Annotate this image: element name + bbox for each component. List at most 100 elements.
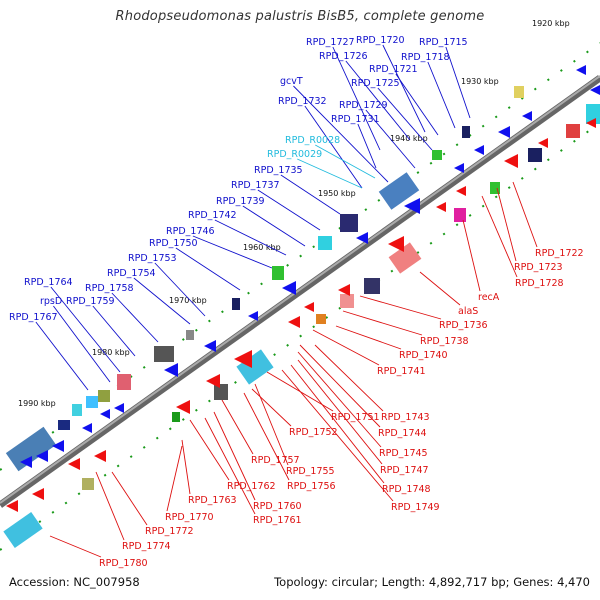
- forward-gene-label[interactable]: RPD_1753: [128, 253, 177, 264]
- reverse-gene-label[interactable]: RPD_1770: [165, 512, 214, 523]
- kbp-tick-label: 1990 kbp: [18, 399, 56, 408]
- forward-gene-leader-line: [214, 219, 287, 256]
- gene-block: [340, 294, 354, 308]
- reverse-gene-label[interactable]: alaS: [458, 306, 478, 317]
- forward-gene-label[interactable]: RPD_1739: [216, 196, 265, 207]
- reverse-gene-label[interactable]: RPD_1751: [331, 412, 380, 423]
- reverse-gene-label[interactable]: RPD_1752: [289, 427, 338, 438]
- forward-gene-leader-line: [427, 61, 456, 129]
- forward-gene-label[interactable]: RPD_1742: [188, 210, 237, 221]
- forward-gene-label[interactable]: RPD_1721: [369, 64, 418, 75]
- reverse-gene-label[interactable]: RPD_1755: [286, 466, 335, 477]
- forward-gene-label[interactable]: RPD_1720: [356, 35, 405, 46]
- forward-gene-label[interactable]: RPD_1767: [9, 312, 58, 323]
- reverse-gene-label[interactable]: RPD_1741: [377, 366, 426, 377]
- reverse-gene-leader-line: [251, 388, 292, 427]
- reverse-gene-label[interactable]: RPD_1756: [287, 481, 336, 492]
- reverse-gene-leader-line: [204, 417, 256, 515]
- forward-gene-label[interactable]: RPD_1715: [419, 37, 468, 48]
- reverse-gene-label[interactable]: RPD_1760: [253, 501, 302, 512]
- gene-block: [72, 404, 82, 416]
- reverse-gene-label[interactable]: RPD_1740: [399, 350, 448, 361]
- forward-gene-label[interactable]: RPD_1732: [278, 96, 327, 107]
- forward-gene-leader-line: [92, 305, 136, 357]
- kbp-tick-label: 1970 kbp: [169, 296, 207, 305]
- forward-gene-leader-line: [242, 205, 306, 247]
- reverse-gene-label[interactable]: RPD_1723: [514, 262, 563, 273]
- reverse-gene-label[interactable]: RPD_1749: [391, 502, 440, 513]
- reverse-gene-leader-line: [314, 344, 384, 412]
- forward-gene-leader-line: [365, 109, 416, 169]
- forward-gene-label[interactable]: RPD_1759: [66, 296, 115, 307]
- genome-backbone: [0, 75, 600, 508]
- forward-gene-leader-line: [332, 46, 381, 151]
- gene-block: [86, 396, 98, 408]
- rna-gene-label[interactable]: RPD_R0028: [285, 135, 340, 146]
- forward-gene-label[interactable]: RPD_1725: [351, 78, 400, 89]
- reverse-gene-leader-line: [335, 325, 402, 350]
- reverse-gene-label[interactable]: RPD_1728: [515, 278, 564, 289]
- forward-gene-label[interactable]: RPD_1731: [331, 114, 380, 125]
- forward-gene-label[interactable]: gcvT: [280, 76, 303, 87]
- reverse-gene-leader-line: [266, 371, 334, 412]
- forward-gene-label[interactable]: RPD_1750: [149, 238, 198, 249]
- reverse-gene-label[interactable]: RPD_1745: [379, 448, 428, 459]
- gene-block: [214, 384, 228, 400]
- forward-gene-label[interactable]: RPD_1718: [401, 52, 450, 63]
- reverse-gene-label[interactable]: RPD_1772: [145, 526, 194, 537]
- reverse-gene-leader-line: [95, 471, 125, 541]
- gene-block: [318, 236, 332, 250]
- reverse-gene-label[interactable]: RPD_1757: [251, 455, 300, 466]
- forward-gene-label[interactable]: RPD_1737: [231, 180, 280, 191]
- gene-block: [117, 374, 131, 390]
- kbp-tick-label: 1950 kbp: [318, 189, 356, 198]
- gene-block: [462, 126, 470, 138]
- forward-gene-label[interactable]: RPD_1727: [306, 37, 355, 48]
- reverse-gene-label[interactable]: RPD_1736: [439, 320, 488, 331]
- reverse-gene-leader-line: [419, 271, 461, 306]
- gene-labels: RPD_1727 RPD_1720 RPD_1715 RPD_1726 RPD_1718…: [9, 35, 584, 569]
- forward-gene-label[interactable]: RPD_1754: [107, 268, 156, 279]
- reverse-gene-leader-line: [49, 535, 102, 558]
- reverse-gene-leader-line: [213, 411, 256, 501]
- forward-gene-label[interactable]: RPD_1735: [254, 165, 303, 176]
- forward-gene-leader-line: [293, 85, 389, 183]
- reverse-gene-label[interactable]: RPD_1763: [188, 495, 237, 506]
- reverse-gene-label[interactable]: RPD_1748: [382, 484, 431, 495]
- reverse-gene-label[interactable]: RPD_1762: [227, 481, 276, 492]
- reverse-gene-label[interactable]: RPD_1780: [99, 558, 148, 569]
- reverse-gene-label[interactable]: RPD_1744: [378, 428, 427, 439]
- forward-gene-label[interactable]: RPD_1729: [339, 100, 388, 111]
- gene-block: [528, 148, 542, 162]
- gene-block: [58, 420, 70, 430]
- forward-gene-label[interactable]: rpsD: [40, 296, 62, 307]
- forward-gene-leader-line: [395, 73, 439, 136]
- reverse-gene-label[interactable]: RPD_1722: [535, 248, 584, 259]
- reverse-gene-leader-line: [111, 471, 148, 526]
- forward-gene-label[interactable]: RPD_1746: [166, 226, 215, 237]
- reverse-gene-leader-line: [462, 219, 481, 292]
- rna-gene-label[interactable]: RPD_R0029: [267, 149, 322, 160]
- forward-gene-leader-line: [280, 174, 341, 215]
- forward-gene-leader-line: [377, 87, 433, 151]
- reverse-gene-leader-line: [221, 399, 254, 455]
- reverse-gene-leader-line: [297, 351, 382, 448]
- reverse-gene-leader-line: [481, 195, 518, 278]
- gene-block: [316, 314, 326, 324]
- forward-gene-label[interactable]: RPD_1726: [319, 51, 368, 62]
- reverse-gene-label[interactable]: RPD_1774: [122, 541, 171, 552]
- reverse-gene-leader-line: [189, 419, 230, 481]
- topology-text: Topology: circular; Length: 4,892,717 bp…: [274, 575, 590, 589]
- reverse-gene-label[interactable]: recA: [478, 292, 500, 303]
- reverse-gene-label[interactable]: RPD_1738: [420, 336, 469, 347]
- forward-gene-leader-line: [154, 262, 206, 317]
- reverse-gene-label[interactable]: RPD_1761: [253, 515, 302, 526]
- kbp-tick-label: 1980 kbp: [92, 348, 130, 357]
- reverse-gene-label[interactable]: RPD_1743: [381, 412, 430, 423]
- forward-gene-label[interactable]: RPD_1764: [24, 277, 73, 288]
- forward-gene-label[interactable]: RPD_1758: [85, 283, 134, 294]
- gene-block: [272, 266, 284, 280]
- reverse-gene-label[interactable]: RPD_1747: [380, 465, 429, 476]
